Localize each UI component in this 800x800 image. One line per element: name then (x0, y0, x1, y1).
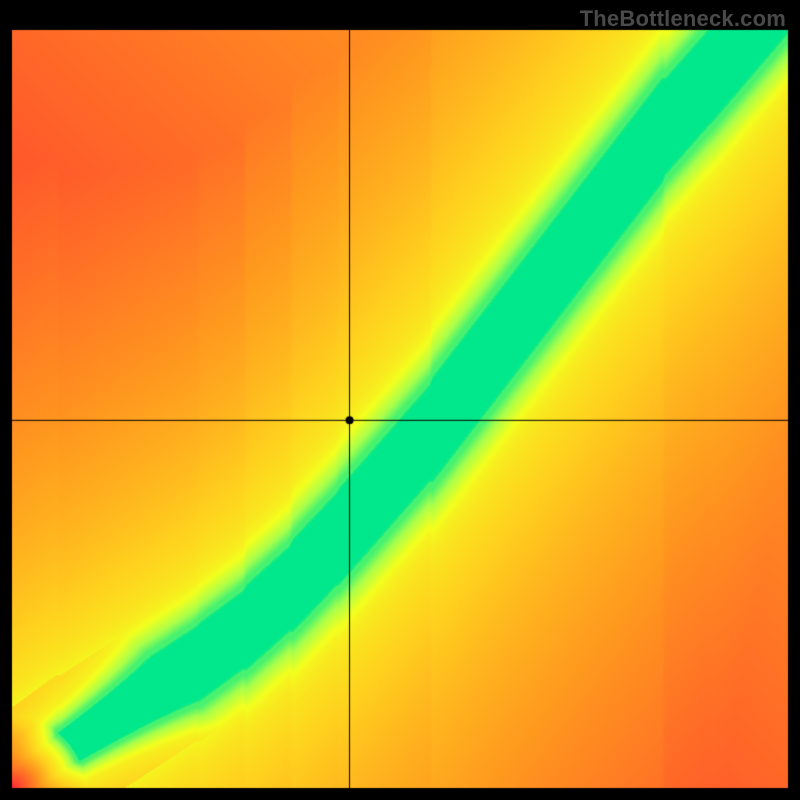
watermark-text: TheBottleneck.com (580, 6, 786, 32)
chart-container: TheBottleneck.com (0, 0, 800, 800)
heatmap-canvas (0, 0, 800, 800)
